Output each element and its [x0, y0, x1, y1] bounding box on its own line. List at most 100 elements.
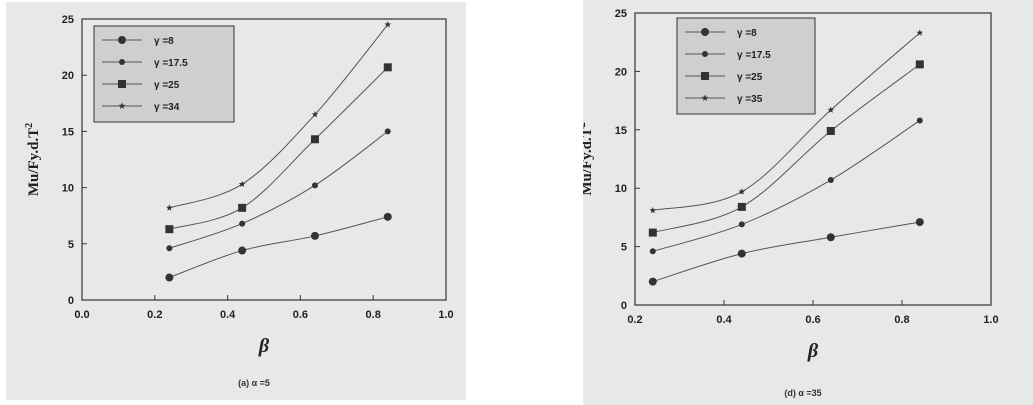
data-point — [915, 218, 924, 227]
x-tick-label: 0.0 — [74, 309, 89, 321]
x-tick-label: 0.8 — [366, 309, 381, 321]
data-point — [239, 220, 246, 227]
data-point — [238, 246, 247, 255]
y-tick-label: 5 — [621, 242, 627, 254]
data-point — [916, 117, 923, 124]
legend-label: γ =25 — [154, 80, 180, 91]
chart-a-svg: 0 5 10 15 20 25 0.0 0.2 0.4 0.6 0.8 1.0 β Mu/Fy.d.T2 (… — [24, 14, 454, 388]
data-point — [383, 212, 392, 221]
series-3 — [165, 63, 392, 234]
series-1 — [165, 212, 392, 282]
x-tick-label: 1.0 — [438, 309, 453, 321]
series-line — [652, 221, 920, 283]
series-line — [169, 66, 389, 230]
series-4 — [649, 29, 924, 214]
series-line — [652, 32, 921, 211]
y-tick-label: 15 — [615, 125, 627, 137]
data-point — [166, 204, 173, 211]
legend-marker — [701, 72, 709, 80]
x-axis-title: β — [258, 335, 270, 357]
data-point — [826, 233, 835, 242]
data-point — [384, 128, 391, 135]
data-point — [738, 188, 746, 195]
chart-d-svg: 0 5 10 15 20 25 0.2 0.4 0.6 0.8 1.0 β Mu/Fy.d.T2 (d) … — [583, 8, 999, 398]
x-tick-label: 0.8 — [894, 314, 909, 326]
data-point — [648, 277, 657, 286]
series-3 — [648, 60, 924, 237]
data-point — [238, 180, 246, 188]
series-line — [652, 63, 921, 234]
legend-marker — [118, 102, 126, 109]
x-tick-label: 0.6 — [293, 309, 308, 321]
y-tick-label: 25 — [615, 8, 627, 20]
data-point — [916, 29, 924, 36]
y-tick-label: 20 — [615, 66, 627, 78]
data-point — [738, 221, 745, 228]
legend: γ =8 γ =17.5 γ =25 γ =35 — [676, 17, 816, 115]
legend-marker — [119, 59, 125, 65]
legend-label: γ =17.5 — [154, 58, 188, 69]
data-point — [166, 245, 173, 252]
legend-label: γ =8 — [737, 28, 757, 39]
legend-label: γ =35 — [737, 94, 763, 105]
series-line — [652, 120, 921, 252]
data-point — [310, 135, 319, 144]
y-tick-label: 5 — [68, 239, 74, 251]
x-tick-label: 1.0 — [983, 314, 998, 326]
data-point — [649, 206, 657, 214]
series-2 — [166, 128, 391, 252]
data-point — [915, 60, 924, 69]
y-tick-label: 25 — [62, 14, 74, 26]
y-tick-label: 15 — [62, 126, 74, 138]
legend-marker — [701, 28, 709, 36]
x-tick-label: 0.4 — [220, 309, 236, 321]
y-axis-title: Mu/Fy.d.T2 — [583, 122, 595, 195]
data-point — [383, 63, 392, 72]
series-1 — [648, 218, 924, 286]
data-point — [384, 21, 392, 28]
data-point — [238, 203, 247, 212]
data-point — [737, 202, 746, 211]
data-point — [310, 231, 319, 240]
legend: γ =8 γ =17.5 γ =25 γ =34 — [93, 25, 235, 123]
chart-caption: (d) α =35 — [784, 388, 821, 398]
legend-marker — [118, 36, 126, 44]
data-point — [737, 249, 746, 258]
data-point — [311, 182, 318, 189]
x-tick-label: 0.6 — [805, 314, 820, 326]
data-point — [826, 126, 835, 135]
x-tick-label: 0.2 — [627, 314, 642, 326]
chart-caption: (a) α =5 — [238, 378, 270, 388]
y-tick-label: 10 — [62, 183, 74, 195]
legend-marker — [702, 51, 708, 57]
data-point — [648, 228, 657, 237]
legend-marker — [118, 80, 126, 88]
data-point — [827, 177, 834, 184]
data-point — [649, 248, 656, 255]
data-point — [827, 106, 835, 113]
series-line — [169, 216, 388, 278]
series-2 — [649, 117, 923, 255]
x-axis-title: β — [807, 340, 819, 362]
chart-panel-d: 0 5 10 15 20 25 0.2 0.4 0.6 0.8 1.0 β Mu/Fy.d.T2 (d) … — [583, 0, 1033, 405]
legend-label: γ =34 — [154, 102, 180, 113]
legend-marker — [701, 94, 709, 101]
legend-label: γ =8 — [154, 36, 174, 47]
legend-label: γ =25 — [737, 72, 763, 83]
y-tick-label: 0 — [621, 300, 627, 312]
series-line — [169, 130, 389, 249]
series-line — [169, 24, 389, 209]
y-axis-title: Mu/Fy.d.T2 — [24, 123, 42, 196]
legend-label: γ =17.5 — [737, 50, 771, 61]
x-tick-label: 0.2 — [147, 309, 162, 321]
y-tick-label: 20 — [62, 70, 74, 82]
data-point — [165, 273, 174, 282]
data-point — [311, 111, 319, 118]
x-tick-label: 0.4 — [716, 314, 732, 326]
y-tick-label: 0 — [68, 295, 74, 307]
y-tick-label: 10 — [615, 183, 627, 195]
data-point — [165, 225, 174, 234]
series-4 — [166, 21, 392, 211]
chart-panel-a: 0 5 10 15 20 25 0.0 0.2 0.4 0.6 0.8 1.0 β Mu/Fy.d.T2 (… — [6, 2, 466, 400]
plot-frame — [81, 18, 447, 301]
